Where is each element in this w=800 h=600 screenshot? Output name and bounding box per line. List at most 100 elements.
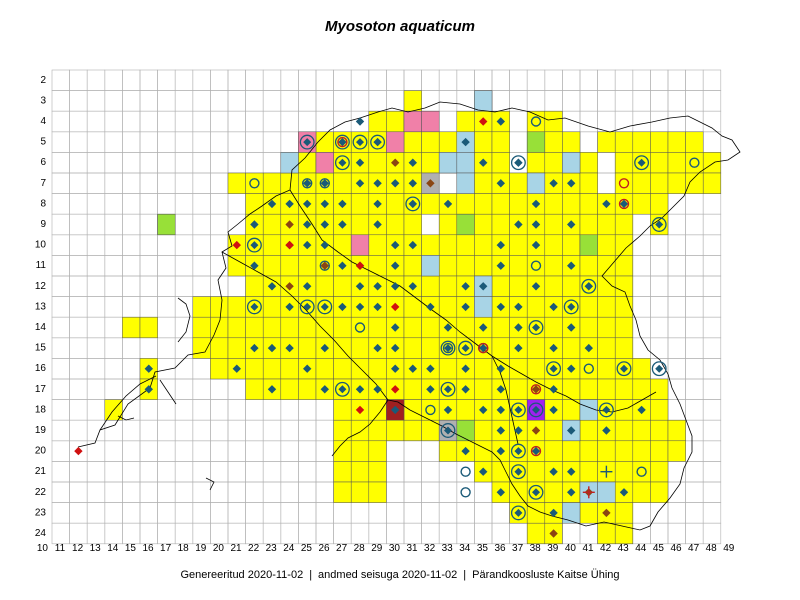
grid-cell — [157, 316, 176, 339]
occurrence-diamond — [320, 343, 329, 353]
occupied-cell — [579, 152, 598, 174]
occupied-cell — [579, 172, 598, 194]
highlight-cell — [157, 213, 176, 236]
grid-cell — [685, 110, 704, 133]
grid-cell — [474, 522, 493, 545]
grid-cell — [69, 481, 88, 503]
grid-cell — [210, 69, 229, 91]
grid-cell — [456, 502, 475, 524]
occurrence-diamond — [356, 138, 364, 147]
grid-cell — [421, 213, 440, 236]
row-label: 2 — [40, 75, 46, 86]
grid-cell — [174, 419, 194, 442]
grid-cell — [51, 90, 70, 112]
grid-cell — [51, 110, 70, 133]
grid-cell — [333, 90, 352, 112]
grid-cell — [104, 337, 123, 359]
occurrence-ring — [440, 381, 456, 397]
row-label: 5 — [40, 137, 46, 148]
occupied-cell — [702, 152, 722, 174]
occurrence-diamond — [620, 364, 628, 373]
grid-cell — [192, 234, 211, 256]
occurrence-diamond — [602, 508, 611, 518]
occupied-cell — [227, 296, 246, 318]
grid-cell — [86, 275, 106, 297]
grid-cell — [192, 378, 211, 400]
occupied-cell — [403, 90, 422, 112]
occupied-cell — [403, 378, 422, 400]
column-label: 31 — [406, 543, 418, 554]
occupied-cell — [614, 172, 634, 194]
highlight-cell — [456, 172, 475, 194]
grid-cell — [368, 90, 387, 112]
occupied-cell — [333, 316, 352, 339]
occurrence-ring — [317, 299, 333, 315]
grid-cell — [174, 296, 194, 318]
grid-cell — [122, 213, 141, 236]
occupied-cell — [597, 316, 616, 339]
grid-cell — [650, 90, 669, 112]
occurrence-diamond — [619, 488, 629, 497]
grid-cell — [491, 522, 510, 545]
occurrence-diamond — [444, 385, 452, 394]
occurrence-diamond — [338, 261, 347, 270]
grid-cell — [650, 255, 669, 277]
grid-cell — [192, 90, 211, 112]
column-label: 15 — [125, 543, 137, 554]
occupied-cell — [579, 316, 598, 339]
occurrence-diamond — [567, 302, 576, 311]
occupied-cell — [192, 337, 211, 359]
grid-cell — [104, 255, 123, 277]
grid-cell — [104, 193, 123, 215]
occupied-cell — [562, 131, 581, 153]
occupied-cell — [614, 255, 634, 277]
occurrence-circle — [530, 260, 542, 271]
occurrence-ring — [510, 505, 526, 521]
grid-cell — [245, 440, 264, 462]
grid-cell — [174, 110, 194, 133]
occurrence-ring — [581, 278, 597, 294]
occupied-cell — [650, 399, 669, 421]
grid-cell — [104, 419, 123, 442]
occupied-cell — [438, 358, 458, 380]
row-label: 9 — [40, 219, 46, 230]
occupied-cell — [456, 110, 475, 133]
grid-cell — [157, 193, 176, 215]
occurrence-diamond — [444, 426, 452, 435]
occupied-cell — [597, 337, 616, 359]
grid-cell — [122, 502, 141, 524]
occupied-cell — [368, 419, 387, 442]
occupied-cell — [474, 172, 493, 194]
grid-cell — [69, 378, 88, 400]
grid-cell — [227, 419, 246, 442]
grid-cell — [315, 110, 334, 133]
occurrence-diamond — [549, 343, 558, 353]
footer-organization: Pärandkoosluste Kaitse Ühing — [472, 569, 620, 581]
occurrence-diamond — [373, 385, 382, 394]
column-label: 32 — [424, 543, 436, 554]
grid-cell — [632, 69, 651, 91]
grid-cell — [174, 255, 194, 277]
row-label: 6 — [40, 157, 46, 168]
grid-cell — [139, 275, 158, 297]
grid-cell — [192, 358, 211, 380]
grid-cell — [421, 502, 440, 524]
occupied-cell — [227, 255, 246, 277]
highlight-cell — [526, 172, 546, 194]
occupied-cell — [421, 152, 440, 174]
occurrence-ring — [510, 443, 526, 459]
grid-cell — [438, 461, 458, 483]
grid-cell — [562, 110, 581, 133]
column-label: 10 — [37, 543, 49, 554]
occupied-cell — [403, 213, 422, 236]
occupied-cell — [544, 110, 563, 133]
grid-cell — [86, 419, 106, 442]
grid-cell — [632, 502, 651, 524]
occurrence-diamond — [567, 261, 576, 270]
occupied-cell — [262, 255, 282, 277]
occupied-cell — [579, 461, 598, 483]
row-label: 24 — [35, 528, 47, 539]
occupied-cell — [526, 255, 546, 277]
occurrence-diamond — [549, 508, 558, 518]
grid-cell — [685, 275, 704, 297]
